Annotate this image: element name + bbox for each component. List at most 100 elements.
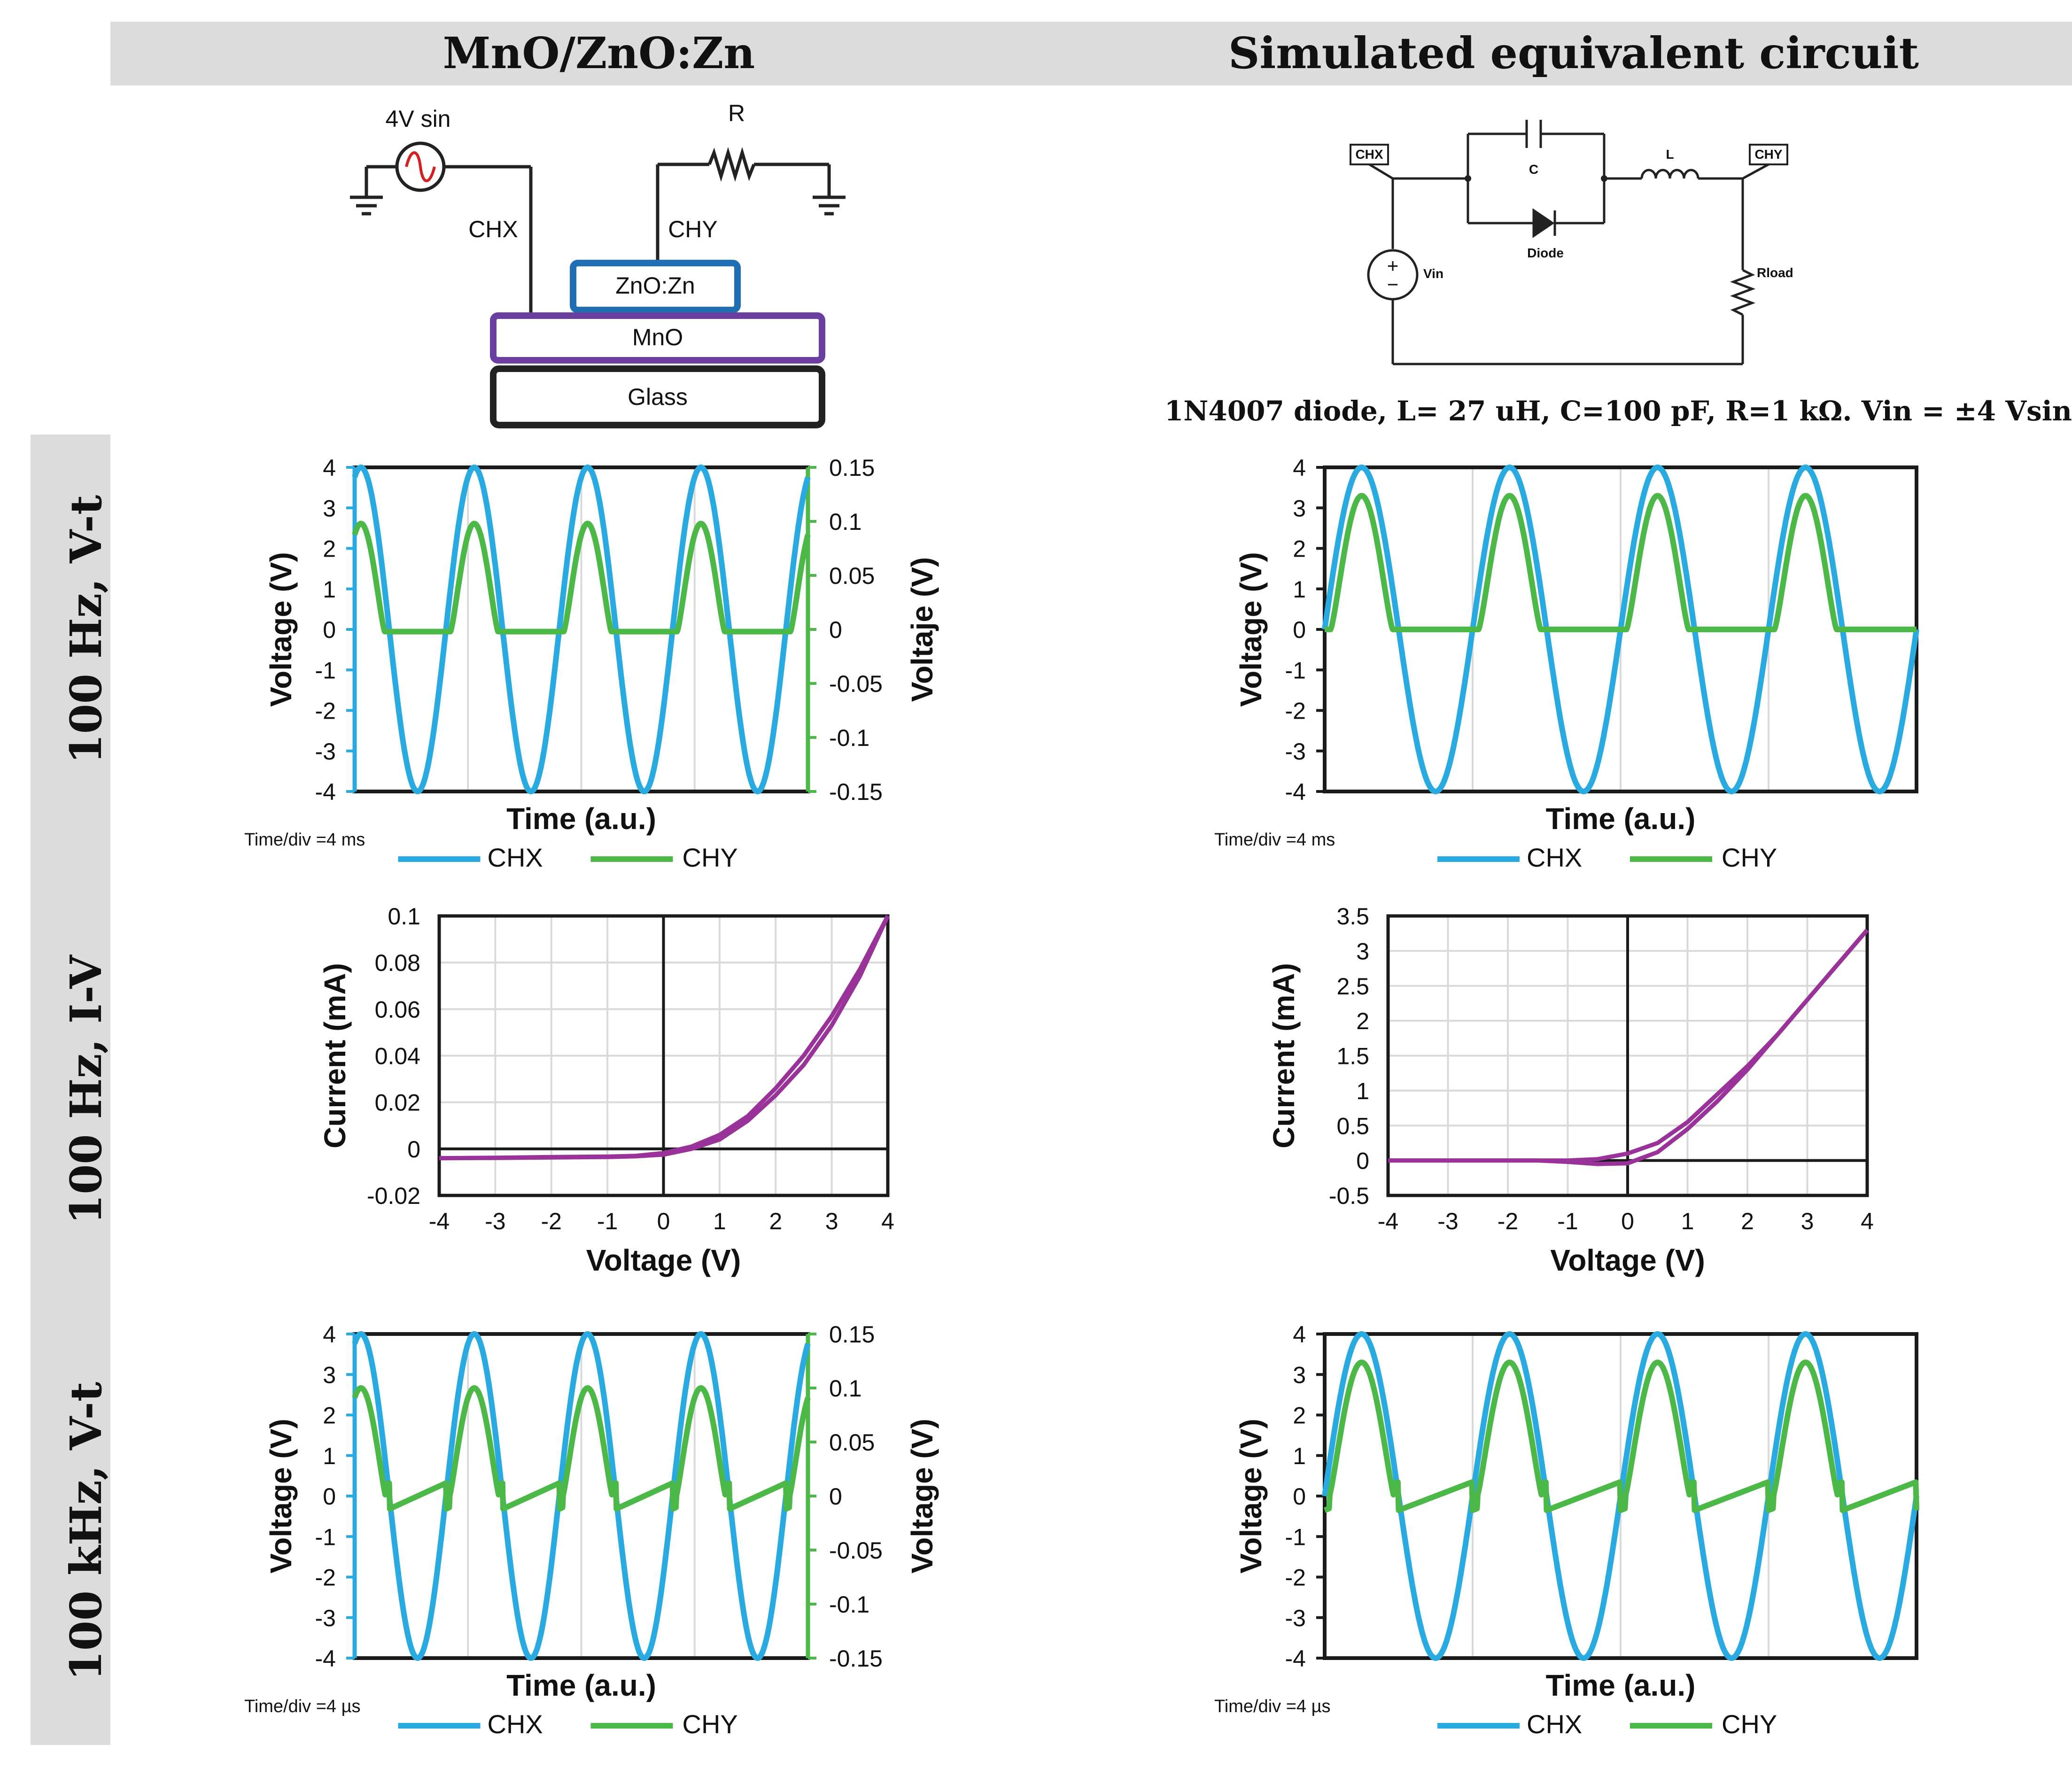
y-tick-label: 1 [1293, 576, 1306, 603]
y-tick-label: 2 [1293, 536, 1306, 562]
y-tick-label: 0.04 [375, 1043, 420, 1070]
y2-tick-label: 0 [829, 617, 842, 643]
layer-mno [490, 312, 825, 364]
rload-label: Rload [1757, 265, 1793, 280]
row-label-3: 100 kHz, V-t [61, 1381, 111, 1681]
y-tick-label: 0.02 [375, 1090, 420, 1116]
legend-label-chy: CHY [1722, 843, 1777, 872]
chart-sim-100khz-vt: 4 3 2 1 0 -1 -2 -3 -4 Voltage (V) Time (a.u.) Time/… [1214, 1321, 1919, 1739]
y2-tick-label: -0.15 [829, 1645, 883, 1672]
y2-tick-label: 0.05 [829, 563, 875, 589]
y-tick-label: -4 [1285, 779, 1306, 805]
series-chx [352, 465, 811, 794]
y-tick-label: 0 [1293, 1483, 1306, 1510]
x-tick-label: 4 [1861, 1208, 1874, 1234]
y-tick-label: -2 [315, 698, 336, 724]
x-axis-title: Voltage (V) [586, 1243, 741, 1277]
row-label-1: 100 Hz, V-t [61, 495, 111, 764]
series-chy [1322, 1359, 1919, 1513]
device-schematic [350, 141, 846, 316]
y-tick-label: 4 [1293, 455, 1306, 481]
y-tick-label: 0.5 [1336, 1113, 1369, 1139]
vin-label: Vin [1423, 266, 1443, 281]
plot-frame [437, 914, 890, 1197]
equivalent-circuit [1350, 120, 1788, 365]
legend-label-chx: CHX [488, 1709, 543, 1739]
legend-label-chx: CHX [488, 843, 543, 872]
x-tick-label: -4 [1378, 1208, 1398, 1234]
y-axis-title: Voltage (V) [1234, 552, 1268, 707]
x-axis-title: Time (a.u.) [1546, 802, 1696, 836]
y-axis-title: Current (mA) [1267, 963, 1301, 1148]
y-tick-label: 0.1 [388, 903, 420, 930]
y2-tick-label: 0.1 [829, 509, 862, 535]
rload-icon [1730, 269, 1756, 316]
x-axis-title: Time (a.u.) [506, 1668, 656, 1702]
y-tick-label: 4 [323, 1321, 336, 1348]
y2-axis-title: Voltage (V) [905, 1419, 939, 1574]
y-axis-title: Voltage (V) [1234, 1419, 1268, 1574]
series-chy [1322, 493, 1919, 632]
x-tick-label: -4 [429, 1208, 450, 1234]
cap-label: C [1529, 162, 1538, 177]
layer-zno [570, 260, 741, 313]
series-chy [352, 520, 811, 635]
y2-tick-label: -0.15 [829, 779, 883, 805]
y-tick-label: 0.08 [375, 950, 420, 976]
chart-mno-100hz-vt: 4 3 2 1 0 -1 -2 -3 -4 0.15 0.1 0.05 0 -0.05 -0.1 -0.15 V… [244, 455, 939, 872]
legend-label-chx: CHX [1527, 843, 1582, 872]
time-div-note: Time/div =4 ms [244, 830, 365, 850]
y-tick-label: 2 [1293, 1403, 1306, 1429]
legend-label-chy: CHY [1722, 1709, 1777, 1739]
y-tick-label: -2 [315, 1565, 336, 1591]
y2-tick-label: 0 [829, 1483, 842, 1510]
y-tick-label: -3 [1285, 1605, 1306, 1631]
y-tick-label: 3.5 [1336, 903, 1369, 930]
y-tick-label: 1 [323, 576, 336, 603]
y-tick-label: -4 [315, 1645, 336, 1672]
y-tick-label: -0.5 [1329, 1183, 1369, 1209]
x-tick-label: 2 [769, 1208, 782, 1234]
y-tick-label: 0.06 [375, 996, 420, 1023]
chx-label: CHX [468, 216, 518, 242]
x-tick-label: 4 [881, 1208, 894, 1234]
node-dot [1465, 175, 1471, 182]
node-dot [1601, 175, 1607, 182]
y-tick-label: -1 [1285, 657, 1306, 683]
y-tick-label: 3 [1293, 1362, 1306, 1388]
y-tick-label: 3 [1293, 495, 1306, 521]
y2-tick-label: 0.1 [829, 1375, 862, 1402]
y-tick-label: 1 [1293, 1443, 1306, 1469]
time-div-note: Time/div =4 µs [244, 1697, 361, 1716]
x-tick-label: -3 [485, 1208, 505, 1234]
resistor-label: R [728, 100, 745, 126]
layer-zno-label: ZnO:Zn [615, 272, 695, 299]
x-tick-label: 0 [1621, 1208, 1634, 1234]
y2-tick-label: 0.15 [829, 455, 875, 481]
inductor-label: L [1666, 147, 1674, 162]
y-axis-title: Current (mA) [318, 963, 352, 1148]
x-tick-label: -3 [1437, 1208, 1458, 1234]
x-axis-title: Time (a.u.) [1546, 1668, 1696, 1702]
vin-minus: − [1387, 273, 1399, 295]
y-tick-label: 0 [1356, 1148, 1369, 1174]
layer-glass-label: Glass [628, 384, 688, 410]
y-tick-label: -1 [315, 657, 336, 683]
y-tick-label: -0.02 [367, 1183, 420, 1209]
y-tick-label: 0 [323, 617, 336, 643]
y-axis-title: Voltage (V) [264, 552, 298, 707]
right-title: Simulated equivalent circuit [1228, 28, 1919, 78]
x-tick-label: 1 [713, 1208, 726, 1234]
x-tick-label: 2 [1741, 1208, 1754, 1234]
chx-tag [1350, 144, 1389, 165]
time-div-note: Time/div =4 µs [1214, 1697, 1331, 1716]
y-tick-label: 0 [323, 1483, 336, 1510]
layer-glass [490, 365, 825, 428]
diode-label: Diode [1527, 246, 1564, 260]
series-return [1388, 928, 1869, 1163]
y2-tick-label: -0.05 [829, 1537, 883, 1564]
row-label-2: 100 Hz, I-V [61, 954, 111, 1225]
plot-frame [1386, 914, 1869, 1197]
x-tick-label: -2 [541, 1208, 562, 1234]
